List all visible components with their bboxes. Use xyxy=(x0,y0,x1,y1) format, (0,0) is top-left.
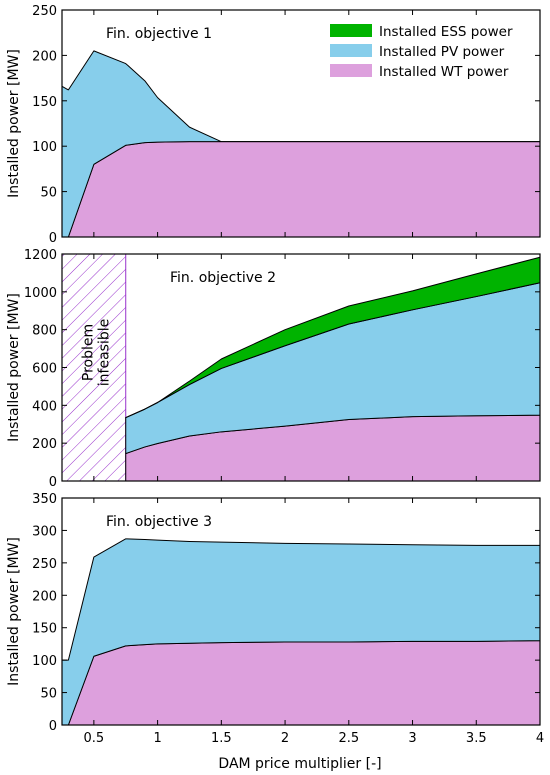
legend-swatch xyxy=(330,44,372,57)
y-tick-label: 200 xyxy=(32,589,57,604)
panel-3: 0 50 100 150 200 250 300 350 0.5 1 1.5 2 2.5 3 3.5 4 Ins… xyxy=(6,492,544,746)
legend-label: Installed WT power xyxy=(379,64,509,80)
y-tick-label: 50 xyxy=(40,687,57,702)
y-axis-label: Installed power [MW] xyxy=(6,49,22,198)
infeasible-label-line: infeasible xyxy=(97,319,113,386)
panel-2: Probleminfeasible 0 200 400 600 800 1000 1200 In… xyxy=(6,248,541,490)
y-tick-label: 0 xyxy=(49,719,57,734)
panel-1: 0 50 100 150 200 250 Installed power [MW] Fin. … xyxy=(6,4,541,246)
y-tick-label: 350 xyxy=(32,492,57,507)
x-tick-label: 0.5 xyxy=(84,731,105,746)
x-tick-label: 1 xyxy=(153,731,161,746)
area-installed-wt-power xyxy=(61,640,541,726)
y-tick-label: 800 xyxy=(32,324,57,339)
y-tick-label: 200 xyxy=(32,49,57,64)
panel-title: Fin. objective 3 xyxy=(106,514,212,530)
y-tick-label: 600 xyxy=(32,362,57,377)
legend-swatch xyxy=(330,64,372,77)
y-tick-label: 1000 xyxy=(24,286,57,301)
x-tick-label: 1.5 xyxy=(211,731,232,746)
y-axis-label: Installed power [MW] xyxy=(6,293,22,442)
axes-frame xyxy=(61,9,541,238)
axes-frame xyxy=(61,497,541,726)
infeasible-region xyxy=(61,253,127,482)
y-tick-label: 1200 xyxy=(24,248,57,263)
x-axis-label: DAM price multiplier [-] xyxy=(218,756,381,772)
panel-title: Fin. objective 1 xyxy=(106,26,212,42)
y-tick-label: 0 xyxy=(49,475,57,490)
y-tick-label: 0 xyxy=(49,231,57,246)
area-installed-wt-power xyxy=(61,141,541,238)
panel-title: Fin. objective 2 xyxy=(170,270,276,286)
x-tick-label: 2 xyxy=(281,731,289,746)
y-tick-label: 150 xyxy=(32,95,57,110)
y-tick-label: 150 xyxy=(32,622,57,637)
y-tick-label: 100 xyxy=(32,654,57,669)
y-tick-label: 50 xyxy=(40,186,57,201)
y-tick-label: 400 xyxy=(32,399,57,414)
y-tick-label: 100 xyxy=(32,140,57,155)
y-tick-label: 250 xyxy=(32,557,57,572)
legend-label: Installed PV power xyxy=(379,44,505,60)
y-axis-label: Installed power [MW] xyxy=(6,537,22,686)
infeasible-label-line: Problem xyxy=(80,324,96,381)
x-tick-label: 3 xyxy=(408,731,416,746)
infeasible-label: Probleminfeasible xyxy=(80,319,112,386)
legend-label: Installed ESS power xyxy=(379,24,513,40)
x-tick-label: 3.5 xyxy=(466,731,487,746)
y-tick-label: 300 xyxy=(32,524,57,539)
y-tick-label: 250 xyxy=(32,4,57,19)
x-tick-label: 4 xyxy=(536,731,544,746)
y-tick-label: 200 xyxy=(32,437,57,452)
x-tick-label: 2.5 xyxy=(338,731,359,746)
legend: Installed ESS power Installed PV power Ins… xyxy=(330,24,513,80)
area-installed-pv-power xyxy=(61,50,541,238)
legend-swatch xyxy=(330,24,372,37)
